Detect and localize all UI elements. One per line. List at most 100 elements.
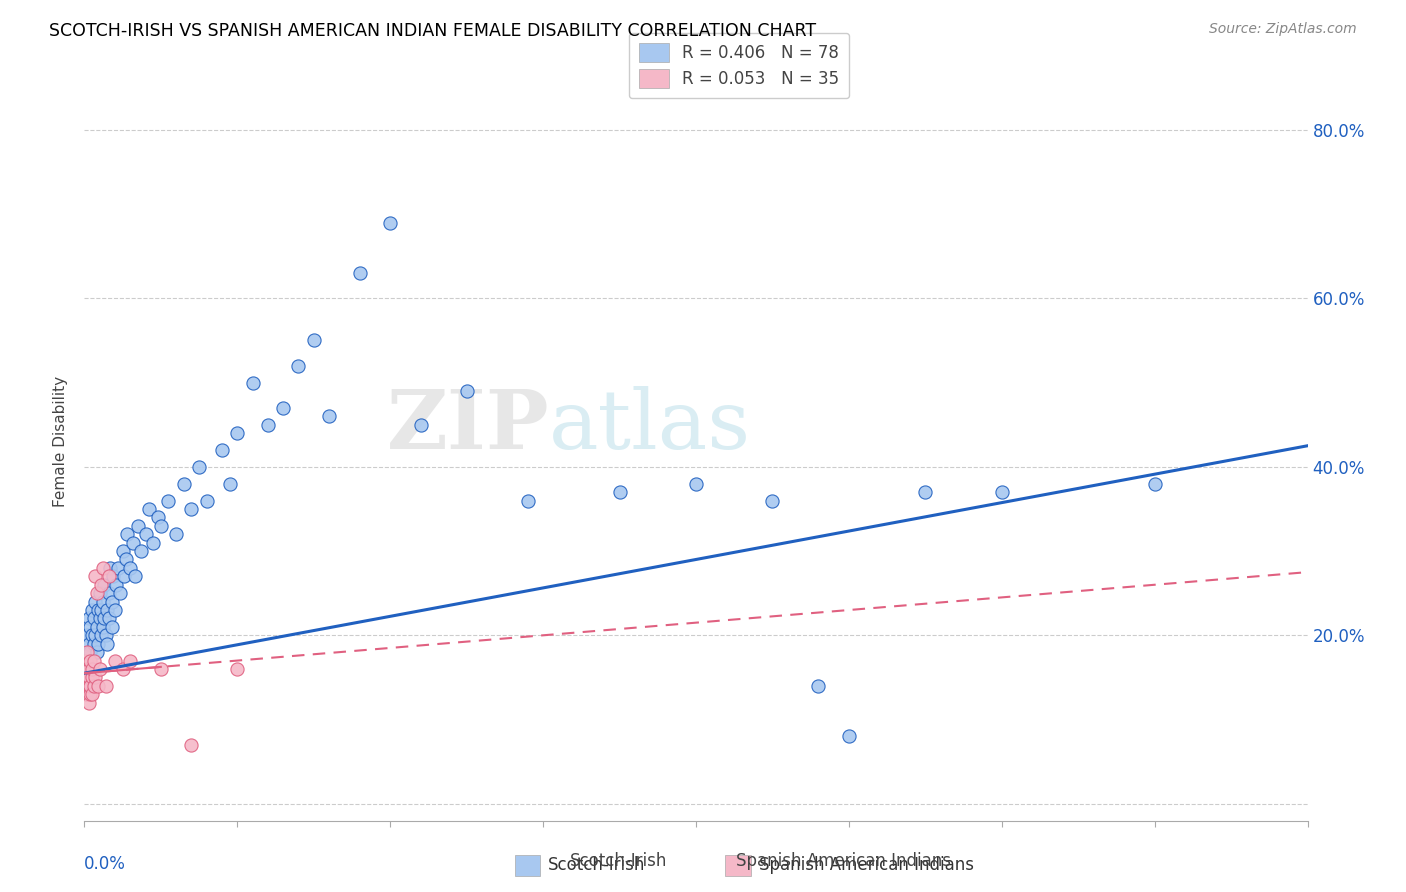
Point [111, 662, 134, 676]
Point [129, 544, 152, 558]
Point [111, 544, 134, 558]
Point [87, 637, 110, 651]
Point [76, 628, 98, 642]
Point [1143, 476, 1166, 491]
Point [761, 493, 783, 508]
Point [87, 679, 110, 693]
Point [101, 620, 124, 634]
Text: Source: ZipAtlas.com: Source: ZipAtlas.com [1209, 22, 1357, 37]
Point [173, 476, 195, 491]
Point [86, 586, 108, 600]
Point [75, 654, 97, 668]
Point [302, 334, 325, 348]
Point [86, 645, 108, 659]
Point [318, 409, 340, 424]
Point [79, 654, 101, 668]
Point [80, 687, 103, 701]
Point [83, 637, 105, 651]
Point [89, 586, 111, 600]
Point [75, 662, 97, 676]
Point [349, 266, 371, 280]
Point [149, 518, 172, 533]
Y-axis label: Female Disability: Female Disability [53, 376, 69, 508]
Point [75, 687, 97, 701]
Point [90, 578, 112, 592]
Text: Spanish American Indians: Spanish American Indians [759, 856, 974, 874]
Point [93, 578, 115, 592]
Point [807, 679, 830, 693]
Point [83, 611, 105, 625]
Point [271, 401, 294, 415]
Point [146, 510, 169, 524]
Point [76, 662, 98, 676]
Point [76, 687, 98, 701]
Point [195, 493, 218, 508]
Point [180, 502, 202, 516]
Point [84, 670, 107, 684]
Point [79, 620, 101, 634]
Text: Scotch-Irish: Scotch-Irish [548, 856, 645, 874]
Point [149, 662, 172, 676]
Point [77, 696, 100, 710]
Point [211, 442, 233, 457]
Point [79, 645, 101, 659]
Point [83, 679, 105, 693]
Text: SCOTCH-IRISH VS SPANISH AMERICAN INDIAN FEMALE DISABILITY CORRELATION CHART: SCOTCH-IRISH VS SPANISH AMERICAN INDIAN … [49, 22, 817, 40]
Point [77, 679, 100, 693]
Point [91, 620, 114, 634]
Point [86, 620, 108, 634]
Point [90, 603, 112, 617]
Point [142, 535, 165, 549]
Legend: R = 0.406   N = 78, R = 0.053   N = 35: R = 0.406 N = 78, R = 0.053 N = 35 [628, 33, 849, 98]
Point [98, 561, 121, 575]
Point [409, 417, 432, 432]
Point [83, 654, 105, 668]
Point [108, 586, 131, 600]
Bar [515, 855, 540, 876]
Point [94, 628, 117, 642]
Point [87, 603, 110, 617]
Point [101, 594, 124, 608]
Point [103, 569, 125, 583]
Point [84, 628, 107, 642]
Point [380, 215, 402, 229]
Point [89, 611, 111, 625]
Point [89, 662, 111, 676]
Point [93, 611, 115, 625]
Point [124, 569, 146, 583]
Point [138, 502, 160, 516]
Point [188, 459, 211, 474]
Point [77, 611, 100, 625]
Point [257, 417, 280, 432]
Point [79, 687, 101, 701]
Point [76, 670, 98, 684]
Point [120, 654, 142, 668]
Point [242, 376, 264, 390]
Point [97, 569, 120, 583]
Point [91, 594, 114, 608]
Point [91, 561, 114, 575]
Point [127, 518, 149, 533]
Point [97, 611, 120, 625]
Point [96, 637, 118, 651]
Point [838, 730, 860, 744]
Point [77, 637, 100, 651]
Text: 0.0%: 0.0% [84, 855, 127, 872]
Point [135, 527, 157, 541]
Point [226, 662, 249, 676]
Point [80, 628, 103, 642]
Point [122, 535, 145, 549]
Point [685, 476, 707, 491]
Point [97, 586, 120, 600]
Point [287, 359, 309, 373]
Point [120, 561, 142, 575]
Point [991, 485, 1014, 500]
Point [180, 738, 202, 752]
Point [157, 493, 180, 508]
Point [104, 603, 127, 617]
Point [96, 603, 118, 617]
Point [80, 603, 103, 617]
Point [609, 485, 631, 500]
Point [112, 569, 135, 583]
Point [226, 426, 249, 441]
